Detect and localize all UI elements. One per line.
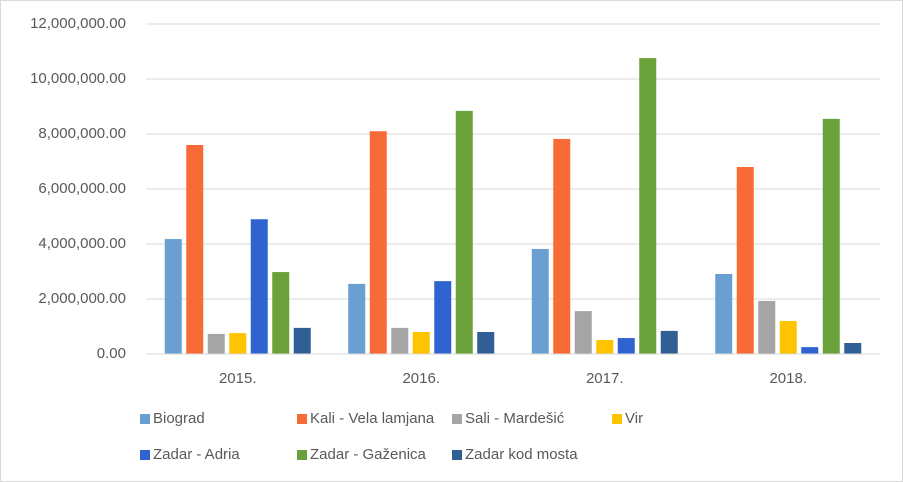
legend-swatch [297,450,307,460]
legend-label: Zadar kod mosta [465,446,578,463]
bar [574,311,592,354]
y-tick-label: 12,000,000.00 [30,15,126,32]
y-tick-label: 4,000,000.00 [38,235,126,252]
bar [207,333,225,354]
x-tick-label: 2015. [219,370,257,387]
bar [434,281,452,354]
legend-swatch [612,414,622,424]
bar [477,332,495,354]
bar [455,110,473,355]
legend-label: Zadar - Gaženica [310,446,427,463]
y-tick-label: 6,000,000.00 [38,180,126,197]
legend-label: Kali - Vela lamjana [310,410,435,427]
y-tick-label: 0.00 [97,345,126,362]
bar [715,273,733,354]
bar [553,138,571,354]
bar [348,283,366,354]
bar [272,272,290,354]
bar [660,330,678,354]
bar [822,118,840,354]
bar [412,332,430,354]
x-tick-label: 2016. [402,370,440,387]
y-tick-label: 8,000,000.00 [38,125,126,142]
legend-label: Biograd [153,410,205,427]
bar [758,300,776,354]
bar [844,343,862,354]
legend-swatch [140,414,150,424]
bar [531,248,549,354]
legend-swatch [140,450,150,460]
x-tick-label: 2017. [586,370,624,387]
bar [369,131,387,354]
y-tick-label: 2,000,000.00 [38,290,126,307]
bar [617,338,635,354]
bar [639,58,657,354]
bar [186,145,204,354]
legend-label: Sali - Mardešić [465,410,565,427]
legend-swatch [452,414,462,424]
bar [229,333,247,354]
bar [293,327,311,354]
bar [596,339,614,354]
bar [250,219,268,354]
bar [736,167,754,354]
bar [801,347,819,354]
legend-label: Zadar - Adria [153,446,240,463]
bar [164,239,182,354]
bar [391,327,409,354]
legend-label: Vir [625,410,643,427]
x-tick-label: 2018. [769,370,807,387]
y-tick-label: 10,000,000.00 [30,70,126,87]
legend-swatch [452,450,462,460]
legend-swatch [297,414,307,424]
bar [779,321,797,354]
